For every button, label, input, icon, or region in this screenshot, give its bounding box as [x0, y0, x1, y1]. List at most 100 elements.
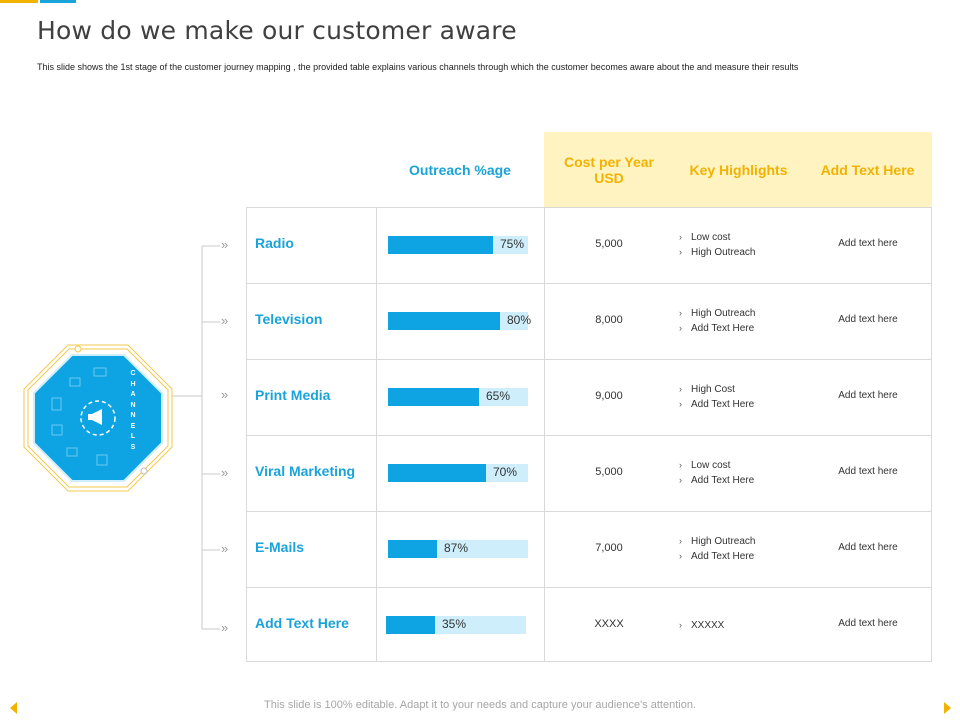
highlight-item: › High Outreach: [679, 306, 755, 321]
highlight-text: Add Text Here: [691, 475, 755, 486]
add-text-cell: Add text here: [838, 542, 898, 553]
highlight-text: Add Text Here: [691, 551, 755, 562]
prev-slide-button[interactable]: [10, 702, 17, 714]
cost-value: 5,000: [595, 238, 623, 250]
key-highlights: › High Cost › Add Text Here: [679, 382, 754, 412]
chevron-right-icon: »: [221, 620, 229, 635]
highlight-item: › XXXXX: [679, 618, 724, 633]
channels-letter: N: [130, 412, 136, 419]
bullet-arrow-icon: ›: [679, 323, 682, 333]
highlight-text: Add Text Here: [691, 399, 755, 410]
key-highlights: › Low cost › High Outreach: [679, 230, 755, 260]
outreach-bar-track: [386, 616, 526, 634]
cost-value: XXXX: [594, 618, 624, 630]
channel-name: Print Media: [255, 387, 331, 403]
highlight-item: › Add Text Here: [679, 473, 754, 488]
highlight-text: Add Text Here: [691, 323, 755, 334]
highlight-item: › Add Text Here: [679, 397, 754, 412]
outreach-bar-fill: [388, 236, 493, 254]
cost-value: 8,000: [595, 314, 623, 326]
outreach-percent: 65%: [486, 389, 511, 403]
highlight-item: › Low cost: [679, 230, 755, 245]
highlight-item: › High Outreach: [679, 245, 755, 260]
add-text-cell: Add text here: [838, 466, 898, 477]
outreach-bar-track: [388, 540, 528, 558]
highlight-text: High Outreach: [691, 308, 756, 319]
bullet-arrow-icon: ›: [679, 232, 682, 242]
key-highlights: › High Outreach › Add Text Here: [679, 306, 755, 336]
row-divider: [246, 435, 932, 436]
bullet-arrow-icon: ›: [679, 384, 682, 394]
outreach-bar-track: [388, 388, 528, 406]
cost-value: 7,000: [595, 542, 623, 554]
outreach-bar-fill: [388, 312, 500, 330]
channel-name: Radio: [255, 235, 294, 251]
footer-note: This slide is 100% editable. Adapt it to…: [264, 699, 696, 711]
bullet-arrow-icon: ›: [679, 308, 682, 318]
channels-letter: L: [130, 433, 136, 440]
top-accent-blue: [40, 0, 76, 3]
row-divider: [246, 511, 932, 512]
outreach-percent: 70%: [493, 465, 518, 479]
page-subtitle: This slide shows the 1st stage of the cu…: [37, 62, 799, 72]
row-divider: [246, 587, 932, 588]
header-add-text: Add Text Here: [820, 161, 915, 178]
channels-octagon: [23, 344, 173, 492]
chevron-right-icon: »: [221, 541, 229, 556]
highlight-text: High Outreach: [691, 247, 756, 258]
channel-name: Add Text Here: [255, 615, 349, 631]
channel-name: Television: [255, 311, 323, 327]
bullet-arrow-icon: ›: [679, 536, 682, 546]
add-text-cell: Add text here: [838, 314, 898, 325]
key-highlights: › High Outreach › Add Text Here: [679, 534, 755, 564]
bullet-arrow-icon: ›: [679, 399, 682, 409]
col-divider: [376, 207, 377, 662]
outreach-bar-fill: [388, 464, 486, 482]
highlight-item: › High Cost: [679, 382, 754, 397]
header-outreach: Outreach %age: [409, 161, 511, 178]
add-text-cell: Add text here: [838, 238, 898, 249]
highlight-text: High Outreach: [691, 536, 756, 547]
highlight-item: › Low cost: [679, 458, 754, 473]
add-text-cell: Add text here: [838, 618, 898, 629]
bullet-arrow-icon: ›: [679, 460, 682, 470]
bullet-arrow-icon: ›: [679, 619, 682, 630]
chevron-right-icon: »: [221, 465, 229, 480]
outreach-bar-fill: [388, 540, 437, 558]
outreach-percent: 35%: [442, 617, 467, 631]
outreach-bar-track: [388, 236, 528, 254]
channels-letter: C: [130, 370, 136, 377]
chevron-right-icon: »: [221, 313, 229, 328]
highlight-text: High Cost: [691, 384, 735, 395]
outreach-percent: 75%: [500, 237, 525, 251]
chevron-right-icon: »: [221, 387, 229, 402]
outreach-bar-fill: [388, 388, 479, 406]
bullet-arrow-icon: ›: [679, 475, 682, 485]
next-slide-button[interactable]: [944, 702, 951, 714]
outreach-bar-track: [388, 312, 528, 330]
chevron-right-icon: »: [221, 237, 229, 252]
bullet-arrow-icon: ›: [679, 247, 682, 257]
highlight-item: › Add Text Here: [679, 549, 755, 564]
outreach-percent: 87%: [444, 541, 469, 555]
bullet-arrow-icon: ›: [679, 551, 682, 561]
key-highlights: › Low cost › Add Text Here: [679, 458, 754, 488]
page-title: How do we make our customer aware: [37, 16, 517, 45]
highlight-text: Low cost: [691, 460, 731, 471]
cost-value: 5,000: [595, 466, 623, 478]
row-divider: [246, 283, 932, 284]
outreach-bar-fill: [386, 616, 435, 634]
top-accent-gold: [0, 0, 38, 3]
outreach-percent: 80%: [507, 313, 532, 327]
highlight-item: › High Outreach: [679, 534, 755, 549]
highlight-text: XXXXX: [691, 619, 725, 631]
channels-letter: H: [130, 380, 136, 388]
highlight-text: Low cost: [691, 232, 731, 243]
channels-table: [246, 207, 932, 662]
channels-letter: N: [130, 401, 136, 409]
cost-value: 9,000: [595, 390, 623, 402]
outreach-bar-track: [388, 464, 528, 482]
header-highlights: Key Highlights: [689, 161, 788, 178]
